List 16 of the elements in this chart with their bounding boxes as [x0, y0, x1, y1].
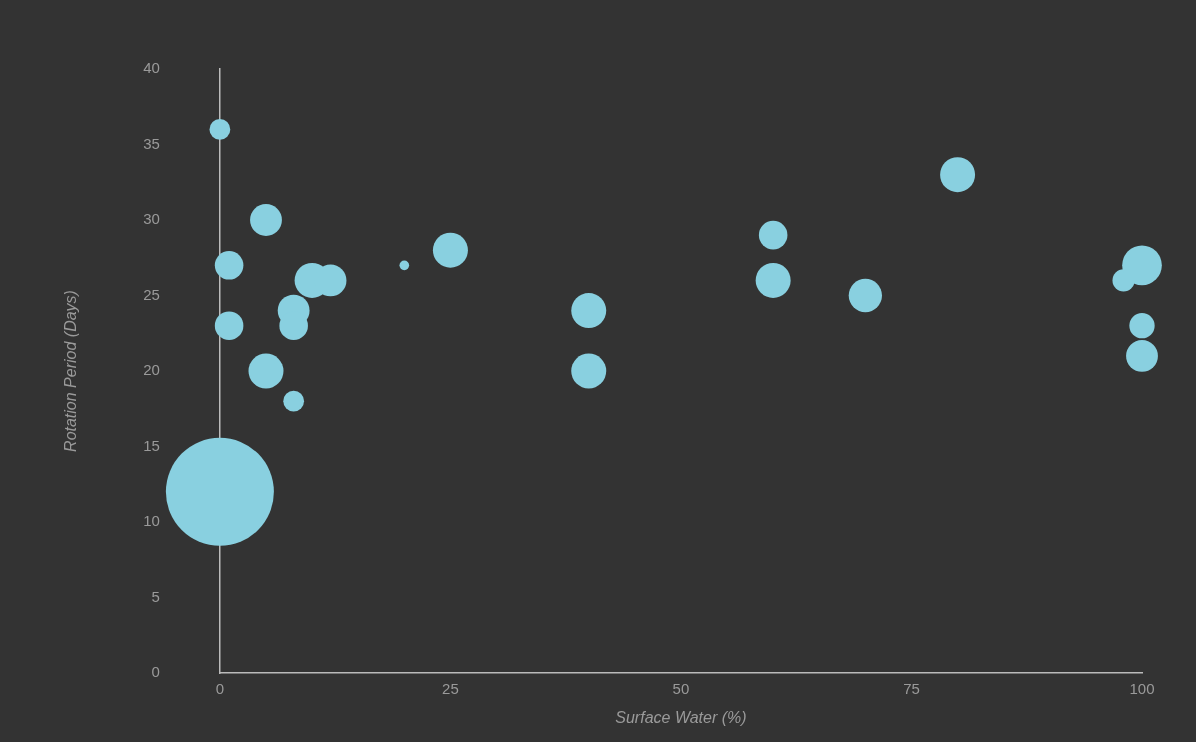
y-tick-label: 0: [151, 663, 160, 681]
y-tick-label: 35: [143, 134, 160, 152]
x-tick-label: 50: [672, 680, 690, 698]
x-tick-label: 100: [1129, 680, 1155, 698]
y-tick-label: 30: [143, 210, 160, 228]
y-tick-label: 5: [151, 587, 160, 605]
x-tick-label: 0: [215, 680, 225, 698]
x-tick-label: 25: [442, 680, 459, 698]
y-tick-label: 40: [143, 59, 160, 77]
y-axis-title: Rotation Period (Days): [62, 290, 80, 452]
y-tick-label: 20: [143, 361, 160, 379]
x-axis-title: Surface Water (%): [615, 709, 747, 727]
y-tick-label: 15: [143, 436, 160, 454]
x-tick-label: 75: [903, 680, 920, 698]
y-tick-label: 25: [143, 285, 160, 303]
y-tick-label: 10: [143, 512, 160, 530]
